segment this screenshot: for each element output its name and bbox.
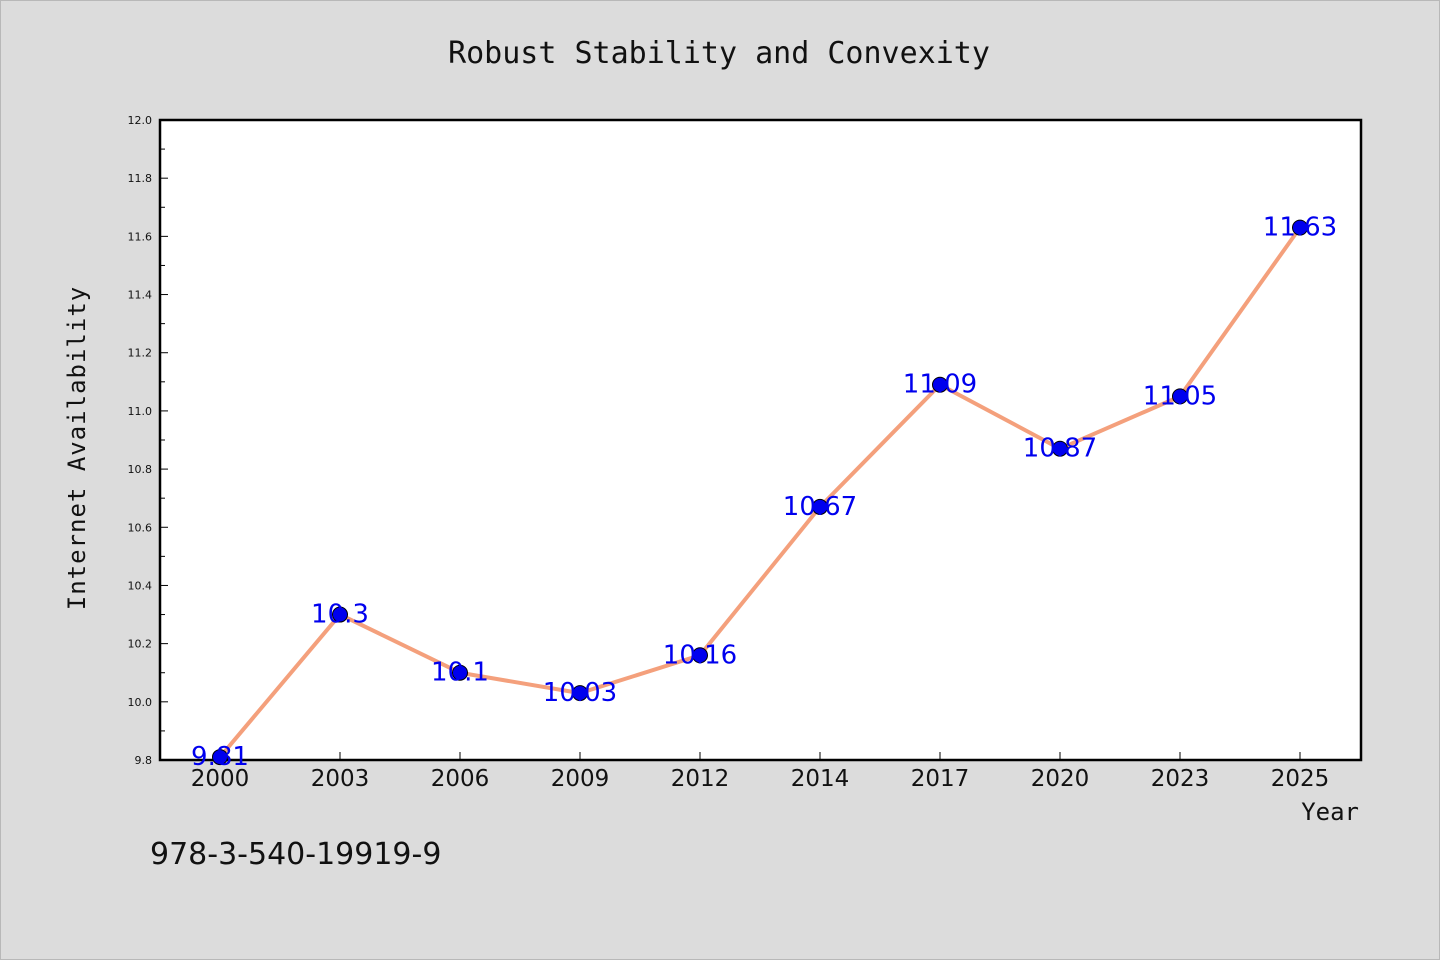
data-label-group: 9.81 10.3 10.1 10.03 10.16 10.67 11.09 10.87 11.… (191, 213, 1337, 772)
y-tick-label: 11.2 (128, 347, 153, 360)
data-label: 11.05 (1143, 381, 1217, 411)
y-tick-label: 11.6 (128, 230, 153, 243)
y-tick-label: 10.0 (128, 696, 153, 709)
y-axis-label: Internet Availability (63, 286, 91, 610)
data-label: 11.63 (1263, 213, 1337, 243)
y-tick-label: 10.2 (128, 638, 153, 651)
data-point (692, 647, 708, 664)
y-tick-label: 12.0 (128, 114, 153, 127)
data-point (452, 664, 468, 681)
series-line-group (212, 219, 1308, 766)
data-point (812, 498, 828, 515)
data-label: 10.1 (431, 658, 489, 688)
series-line (218, 225, 1302, 760)
data-point (932, 376, 948, 393)
data-point (1172, 388, 1188, 405)
y-tick-label: 10.8 (128, 463, 153, 476)
data-label: 10.87 (1023, 434, 1097, 464)
data-label: 9.81 (191, 742, 249, 772)
data-point (212, 749, 228, 766)
data-label: 11.09 (903, 370, 977, 400)
x-tick-label: 2006 (431, 766, 490, 792)
data-label: 10.3 (311, 600, 369, 630)
x-tick-label: 2012 (671, 766, 730, 792)
x-tick-label: 2017 (911, 766, 970, 792)
data-label: 10.16 (663, 640, 737, 670)
x-tick-label: 2020 (1031, 766, 1090, 792)
y-tick-label: 11.4 (128, 289, 153, 302)
x-tick-label: 2009 (551, 766, 610, 792)
x-tick-label: 2000 (191, 766, 250, 792)
x-axis-label: Year (1301, 798, 1359, 826)
y-tick-label: 11.8 (128, 172, 153, 185)
data-label: 10.67 (783, 492, 857, 522)
data-point (332, 606, 348, 623)
data-point (1292, 219, 1308, 236)
y-tick-label: 10.6 (128, 521, 153, 534)
data-point (572, 685, 588, 702)
x-tick-label: 2023 (1151, 766, 1210, 792)
y-tick-label: 9.8 (135, 754, 153, 767)
data-point (1052, 440, 1068, 457)
x-axis: 2000 2003 2006 2009 2012 2014 2017 2020 2023 2025 (191, 752, 1330, 792)
y-axis: 9.8 10.0 10.2 10.4 10.6 10.8 11.0 11.2 11.4 11.6 1… (128, 114, 168, 767)
y-tick-label: 10.4 (128, 579, 153, 592)
x-tick-label: 2003 (311, 766, 370, 792)
y-tick-label: 11.0 (128, 405, 153, 418)
isbn-text: 978-3-540-19919-9 (150, 837, 441, 872)
plot-area (158, 118, 1363, 762)
data-label: 10.03 (543, 678, 617, 708)
chart-title: Robust Stability and Convexity (448, 36, 990, 71)
x-tick-label: 2025 (1271, 766, 1330, 792)
x-tick-label: 2014 (791, 766, 850, 792)
